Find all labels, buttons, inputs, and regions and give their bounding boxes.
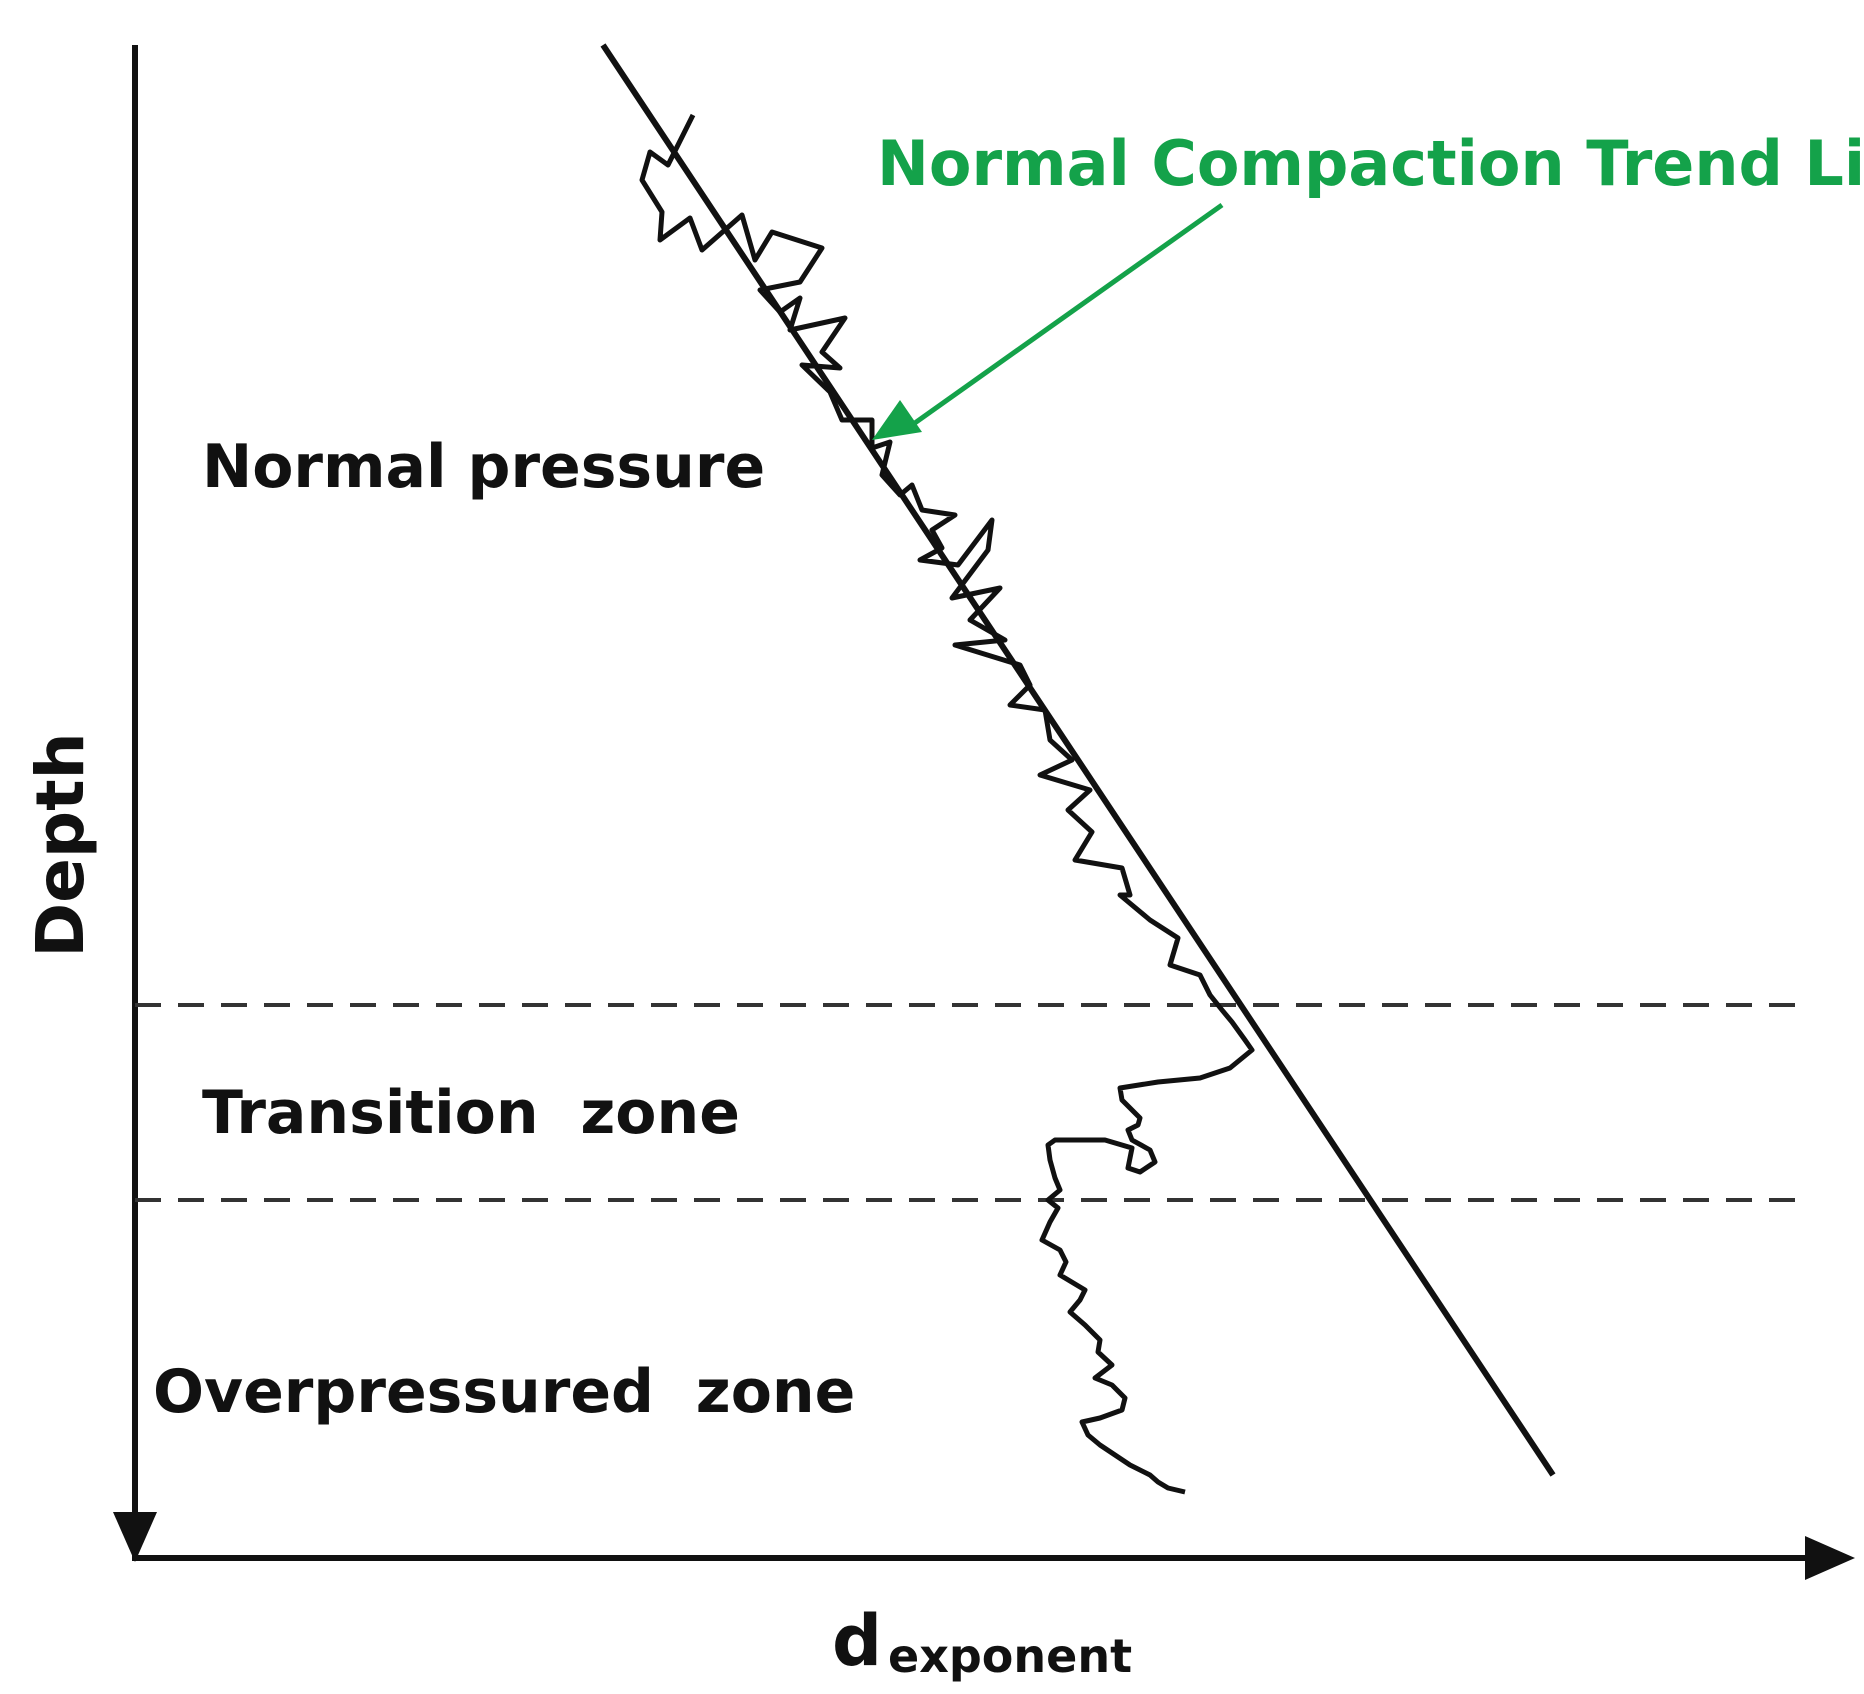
x-axis-label-main: d — [832, 1600, 882, 1682]
y-axis-arrowhead — [113, 1512, 157, 1562]
normal-pressure-label: Normal pressure — [202, 432, 765, 502]
d-exponent-log-curve — [639, 113, 1255, 1495]
x-axis-label-subscript: exponent — [888, 1629, 1132, 1683]
normal-compaction-trend-line — [600, 43, 1556, 1477]
y-axis-label: Depth — [22, 732, 99, 957]
transition-zone-label: Transition zone — [202, 1078, 740, 1148]
overpressured-zone-label: Overpressured zone — [153, 1357, 855, 1427]
annotation-arrow — [910, 202, 1224, 428]
annotation-arrowhead — [872, 400, 922, 440]
annotation-label: Normal Compaction Trend Line — [877, 127, 1864, 200]
x-axis-arrowhead — [1805, 1536, 1855, 1580]
